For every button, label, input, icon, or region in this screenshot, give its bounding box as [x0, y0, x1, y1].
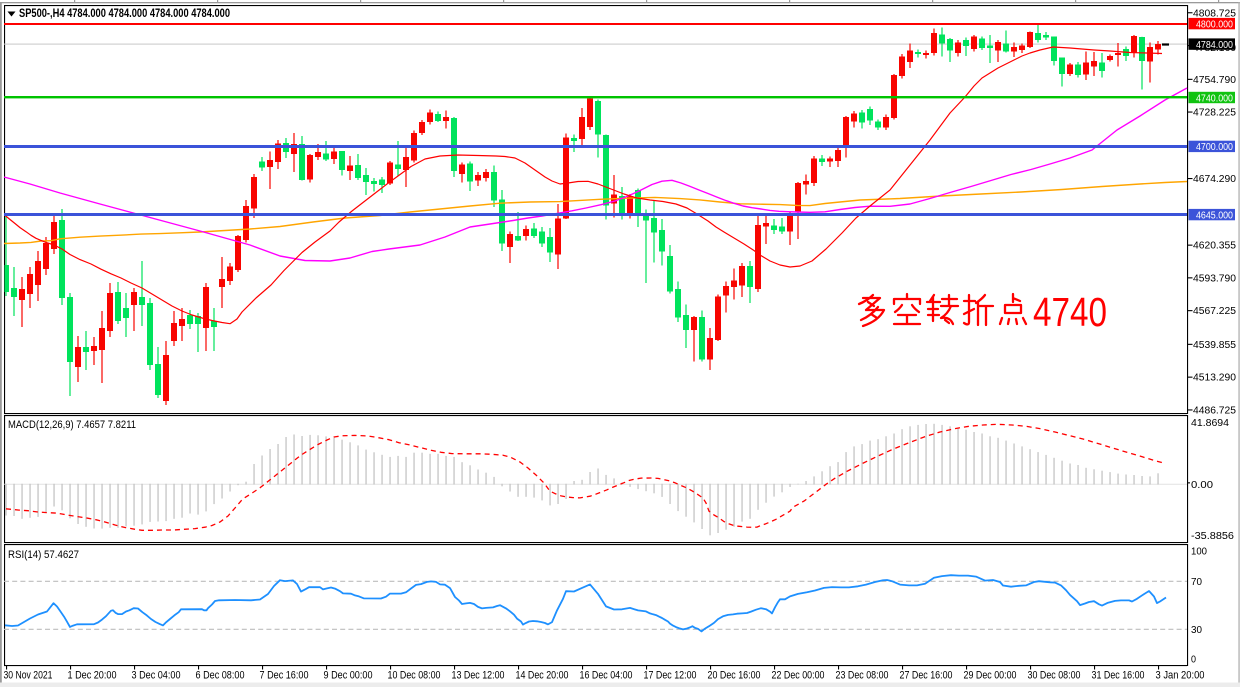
svg-text:1 Dec 20:00: 1 Dec 20:00 — [68, 670, 117, 682]
svg-text:4800.000: 4800.000 — [1196, 19, 1233, 30]
svg-text:4593.790: 4593.790 — [1193, 273, 1237, 284]
svg-text:31 Dec 16:00: 31 Dec 16:00 — [1092, 670, 1145, 682]
svg-text:30 Nov 2021: 30 Nov 2021 — [4, 670, 53, 682]
svg-text:4513.290: 4513.290 — [1193, 373, 1237, 384]
svg-text:30 Dec 08:00: 30 Dec 08:00 — [1028, 670, 1081, 682]
svg-text:4728.225: 4728.225 — [1193, 108, 1237, 119]
svg-text:0: 0 — [1191, 655, 1197, 666]
svg-text:4645.000: 4645.000 — [1196, 210, 1233, 221]
svg-text:7 Dec 16:00: 7 Dec 16:00 — [260, 670, 309, 682]
svg-text:-35.8856: -35.8856 — [1191, 531, 1235, 542]
svg-text:9 Dec 00:00: 9 Dec 00:00 — [324, 670, 373, 682]
svg-text:29 Dec 00:00: 29 Dec 00:00 — [964, 670, 1017, 682]
svg-text:100: 100 — [1191, 547, 1208, 558]
svg-text:3 Jan 20:00: 3 Jan 20:00 — [1156, 670, 1205, 682]
svg-text:4784.000: 4784.000 — [1196, 40, 1233, 51]
svg-text:30: 30 — [1191, 625, 1203, 636]
svg-text:70: 70 — [1191, 577, 1203, 588]
svg-text:27 Dec 16:00: 27 Dec 16:00 — [900, 670, 953, 682]
svg-text:4740: 4740 — [1033, 289, 1107, 335]
svg-text:4754.790: 4754.790 — [1193, 75, 1237, 86]
svg-text:4700.000: 4700.000 — [1196, 142, 1233, 153]
svg-text:RSI(14) 57.4627: RSI(14) 57.4627 — [8, 549, 79, 561]
svg-text:20 Dec 16:00: 20 Dec 16:00 — [708, 670, 761, 682]
svg-text:22 Dec 00:00: 22 Dec 00:00 — [772, 670, 825, 682]
svg-text:4740.000: 4740.000 — [1196, 93, 1233, 104]
svg-text:MACD(12,26,9) 7.4657 7.8211: MACD(12,26,9) 7.4657 7.8211 — [8, 419, 136, 431]
svg-text:4674.290: 4674.290 — [1193, 174, 1237, 185]
svg-text:23 Dec 08:00: 23 Dec 08:00 — [836, 670, 889, 682]
svg-text:4620.355: 4620.355 — [1193, 241, 1237, 252]
svg-text:17 Dec 12:00: 17 Dec 12:00 — [644, 670, 697, 682]
svg-text:16 Dec 04:00: 16 Dec 04:00 — [580, 670, 633, 682]
svg-text:4808.725: 4808.725 — [1193, 8, 1237, 19]
svg-text:13 Dec 12:00: 13 Dec 12:00 — [452, 670, 505, 682]
svg-text:41.8694: 41.8694 — [1191, 418, 1230, 429]
svg-text:4539.855: 4539.855 — [1193, 340, 1237, 351]
svg-text:4486.725: 4486.725 — [1193, 406, 1237, 417]
svg-text:4567.225: 4567.225 — [1193, 306, 1237, 317]
svg-text:0.00: 0.00 — [1191, 480, 1214, 491]
svg-text:SP500-,H4 4784.000 4784.000 4: SP500-,H4 4784.000 4784.000 4784.000 478… — [19, 8, 230, 20]
svg-text:10 Dec 08:00: 10 Dec 08:00 — [388, 670, 441, 682]
svg-text:3 Dec 04:00: 3 Dec 04:00 — [132, 670, 181, 682]
svg-text:6 Dec 08:00: 6 Dec 08:00 — [196, 670, 245, 682]
svg-text:14 Dec 20:00: 14 Dec 20:00 — [516, 670, 569, 682]
